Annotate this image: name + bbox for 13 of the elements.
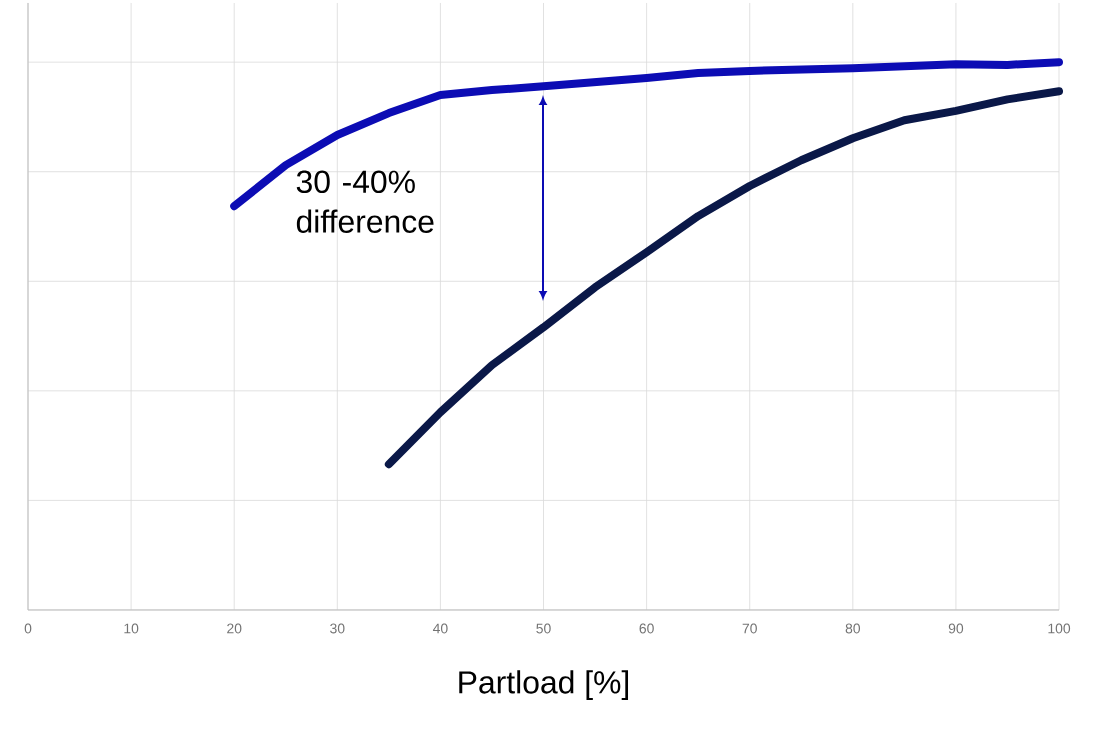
x-tick-label: 90 [948, 623, 964, 634]
x-tick-label: 100 [1048, 623, 1071, 634]
x-tick-label: 60 [639, 623, 654, 634]
x-tick-label: 40 [432, 623, 448, 634]
x-tick-label: 10 [124, 623, 139, 634]
x-axis-title: Partload [%] [459, 670, 629, 700]
x-tick-label: 0 [24, 623, 32, 634]
x-tick-label: 20 [227, 623, 242, 634]
x-tick-label: 50 [536, 623, 551, 634]
x-tick-label: 30 [330, 623, 345, 634]
annotation: 30 -40% difference [296, 170, 434, 233]
x-tick-label: 70 [742, 623, 757, 634]
x-tick-label: 80 [845, 623, 861, 634]
